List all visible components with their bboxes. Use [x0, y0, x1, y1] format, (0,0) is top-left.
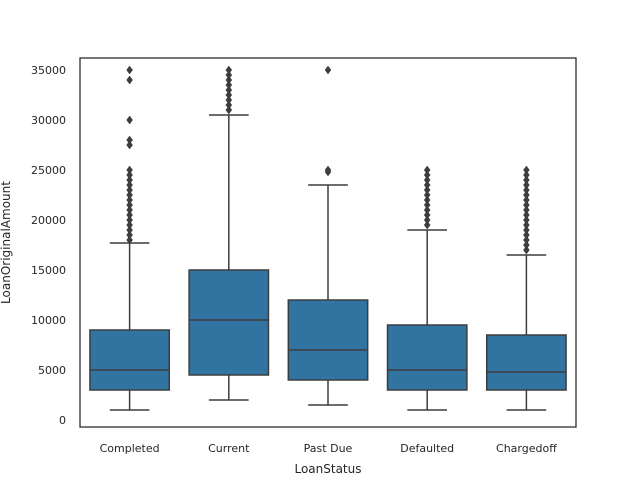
outlier-point	[523, 190, 530, 200]
outlier-point	[523, 240, 530, 250]
iqr-box	[386, 324, 468, 391]
y-tick-label: 0	[59, 414, 66, 427]
outlier-point	[126, 135, 133, 145]
outlier-point	[126, 165, 133, 175]
outlier-point	[126, 205, 133, 215]
outlier-point	[225, 65, 233, 75]
x-tick-label: Past Due	[304, 442, 353, 455]
box-past-due	[287, 65, 369, 406]
outlier-point	[423, 215, 431, 225]
outlier-point	[126, 175, 133, 185]
x-tick-label: Chargedoff	[496, 442, 557, 455]
outlier-point	[423, 175, 431, 185]
outlier-point	[523, 165, 530, 175]
outlier-point	[423, 220, 431, 230]
outlier-point	[225, 105, 233, 115]
outlier-point	[423, 170, 431, 180]
outlier-point	[324, 65, 332, 75]
outlier-point	[126, 200, 133, 210]
outlier-point	[126, 235, 133, 245]
outlier-point	[225, 100, 233, 110]
outlier-point	[126, 220, 133, 230]
y-tick-label: 15000	[31, 264, 66, 277]
iqr-box	[287, 299, 369, 381]
iqr-box	[485, 334, 567, 391]
outlier-point	[126, 140, 133, 150]
box-current	[188, 65, 270, 401]
box-defaulted	[386, 165, 468, 411]
outlier-point	[126, 215, 133, 225]
outlier-point	[126, 180, 133, 190]
y-tick-label: 25000	[31, 164, 66, 177]
outlier-point	[423, 210, 431, 220]
plot-frame	[79, 57, 577, 428]
outlier-point	[225, 70, 233, 80]
outlier-point	[523, 225, 530, 235]
box-completed	[89, 65, 171, 411]
x-tick-label: Current	[208, 442, 250, 455]
outlier-point	[324, 165, 332, 175]
outlier-point	[523, 220, 530, 230]
outlier-point	[126, 190, 133, 200]
iqr-box	[89, 329, 171, 391]
iqr-box	[188, 269, 270, 376]
outlier-point	[423, 205, 431, 215]
outlier-point	[126, 75, 133, 85]
outlier-point	[423, 180, 431, 190]
outlier-point	[423, 185, 431, 195]
outlier-point	[523, 215, 530, 225]
x-axis-label: LoanStatus	[294, 462, 361, 476]
x-tick-label: Defaulted	[400, 442, 454, 455]
y-tick-label: 35000	[31, 64, 66, 77]
outlier-point	[126, 185, 133, 195]
outlier-point	[225, 90, 233, 100]
outlier-point	[523, 210, 530, 220]
outlier-point	[523, 230, 530, 240]
y-axis: 0 5000 10000 15000 20000 25000 30000 35000	[31, 64, 66, 427]
outlier-point	[423, 195, 431, 205]
plot-area	[89, 65, 567, 411]
outlier-point	[126, 115, 133, 125]
y-tick-label: 5000	[38, 364, 66, 377]
outlier-point	[523, 205, 530, 215]
outlier-point	[523, 175, 530, 185]
x-tick-label: Completed	[100, 442, 160, 455]
outlier-point	[523, 245, 530, 255]
y-tick-label: 30000	[31, 114, 66, 127]
x-axis: Completed Current Past Due Defaulted Charged…	[100, 442, 558, 455]
y-tick-label: 10000	[31, 314, 66, 327]
outlier-point	[225, 75, 233, 85]
outlier-point	[126, 65, 133, 75]
outlier-point	[523, 180, 530, 190]
box-chargedoff	[485, 165, 567, 411]
outlier-point	[225, 95, 233, 105]
outlier-point	[423, 200, 431, 210]
outlier-point	[523, 170, 530, 180]
outlier-point	[523, 185, 530, 195]
outlier-point	[523, 195, 530, 205]
outlier-point	[126, 230, 133, 240]
y-axis-label: LoanOriginalAmount	[0, 181, 13, 304]
outlier-point	[523, 200, 530, 210]
y-tick-label: 20000	[31, 214, 66, 227]
outlier-point	[126, 170, 133, 180]
outlier-point	[126, 210, 133, 220]
outlier-point	[126, 195, 133, 205]
outlier-point	[523, 235, 530, 245]
outlier-point	[423, 190, 431, 200]
outlier-point	[225, 85, 233, 95]
outlier-point	[126, 225, 133, 235]
outlier-point	[225, 80, 233, 90]
outlier-point	[423, 165, 431, 175]
